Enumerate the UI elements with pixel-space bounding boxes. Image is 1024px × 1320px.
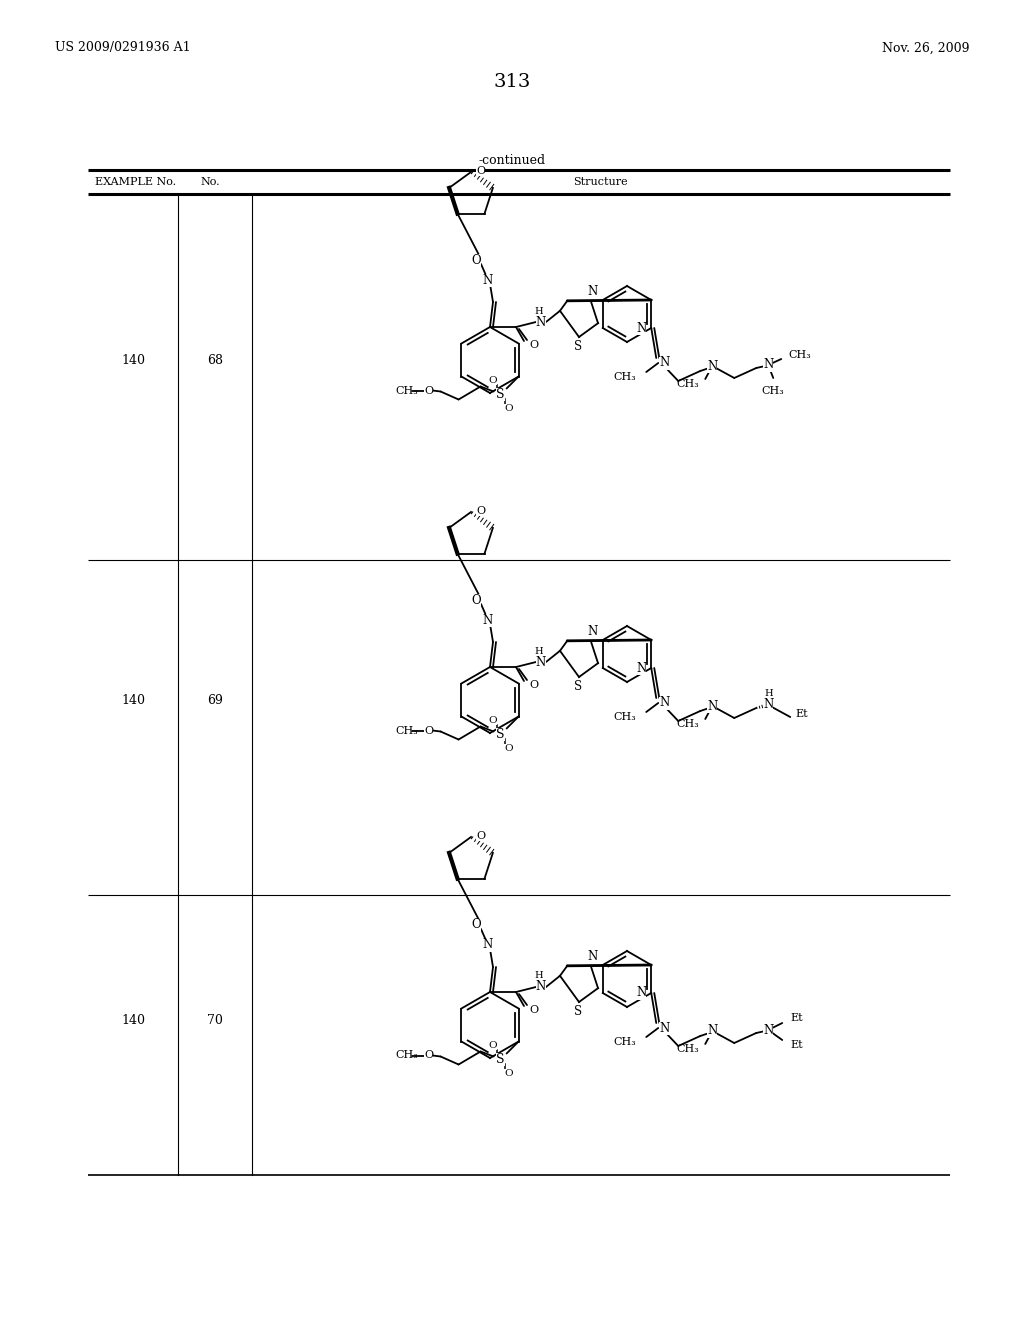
Text: Nov. 26, 2009: Nov. 26, 2009 <box>883 41 970 54</box>
Text: 140: 140 <box>121 693 145 706</box>
Text: N: N <box>483 939 494 952</box>
Text: -continued: -continued <box>478 153 546 166</box>
Text: N: N <box>536 981 546 994</box>
Text: N: N <box>588 285 598 298</box>
Text: N: N <box>483 273 494 286</box>
Text: N: N <box>636 661 646 675</box>
Text: N: N <box>636 986 646 999</box>
Text: O: O <box>529 341 539 350</box>
Text: CH₃: CH₃ <box>788 350 811 360</box>
Text: S: S <box>497 388 505 401</box>
Text: N: N <box>659 697 670 710</box>
Text: CH₃: CH₃ <box>613 1038 636 1047</box>
Text: CH₃: CH₃ <box>677 379 699 389</box>
Text: H: H <box>764 689 772 697</box>
Text: H: H <box>535 306 544 315</box>
Text: H: H <box>535 647 544 656</box>
Text: Et: Et <box>796 709 808 719</box>
Text: 68: 68 <box>207 354 223 367</box>
Text: N: N <box>588 950 598 962</box>
Text: N: N <box>659 356 670 370</box>
Text: Et: Et <box>791 1040 803 1049</box>
Text: CH₃: CH₃ <box>677 719 699 729</box>
Text: O: O <box>529 1005 539 1015</box>
Text: CH₃: CH₃ <box>395 385 418 396</box>
Text: O: O <box>529 680 539 690</box>
Text: S: S <box>497 1053 505 1067</box>
Text: 140: 140 <box>121 1014 145 1027</box>
Text: N: N <box>536 656 546 668</box>
Text: S: S <box>573 680 582 693</box>
Text: O: O <box>476 506 485 516</box>
Text: O: O <box>476 166 485 176</box>
Text: N: N <box>636 322 646 334</box>
Text: Structure: Structure <box>572 177 628 187</box>
Text: Et: Et <box>791 1012 803 1023</box>
Text: O: O <box>488 715 497 725</box>
Text: CH₃: CH₃ <box>762 385 784 396</box>
Text: S: S <box>573 1005 582 1018</box>
Text: O: O <box>471 594 481 606</box>
Text: N: N <box>659 1022 670 1035</box>
Text: 70: 70 <box>207 1014 223 1027</box>
Text: CH₃: CH₃ <box>395 726 418 735</box>
Text: N: N <box>763 698 773 711</box>
Text: O: O <box>504 744 513 752</box>
Text: N: N <box>483 614 494 627</box>
Text: N: N <box>536 315 546 329</box>
Text: CH₃: CH₃ <box>395 1051 418 1060</box>
Text: O: O <box>488 376 497 385</box>
Text: O: O <box>471 253 481 267</box>
Text: O: O <box>424 385 433 396</box>
Text: N: N <box>763 359 773 371</box>
Text: EXAMPLE No.: EXAMPLE No. <box>95 177 176 187</box>
Text: O: O <box>471 919 481 932</box>
Text: N: N <box>708 359 718 372</box>
Text: O: O <box>488 1041 497 1049</box>
Text: 69: 69 <box>207 693 223 706</box>
Text: O: O <box>504 404 513 413</box>
Text: N: N <box>708 1024 718 1038</box>
Text: CH₃: CH₃ <box>613 372 636 381</box>
Text: O: O <box>504 1069 513 1078</box>
Text: H: H <box>535 972 544 981</box>
Text: N: N <box>588 624 598 638</box>
Text: S: S <box>497 729 505 741</box>
Text: CH₃: CH₃ <box>613 711 636 722</box>
Text: 313: 313 <box>494 73 530 91</box>
Text: N: N <box>708 700 718 713</box>
Text: CH₃: CH₃ <box>677 1044 699 1053</box>
Text: O: O <box>476 832 485 841</box>
Text: US 2009/0291936 A1: US 2009/0291936 A1 <box>55 41 190 54</box>
Text: O: O <box>424 1051 433 1060</box>
Text: S: S <box>573 341 582 352</box>
Text: O: O <box>424 726 433 735</box>
Text: N: N <box>763 1023 773 1036</box>
Text: No.: No. <box>200 177 219 187</box>
Text: 140: 140 <box>121 354 145 367</box>
